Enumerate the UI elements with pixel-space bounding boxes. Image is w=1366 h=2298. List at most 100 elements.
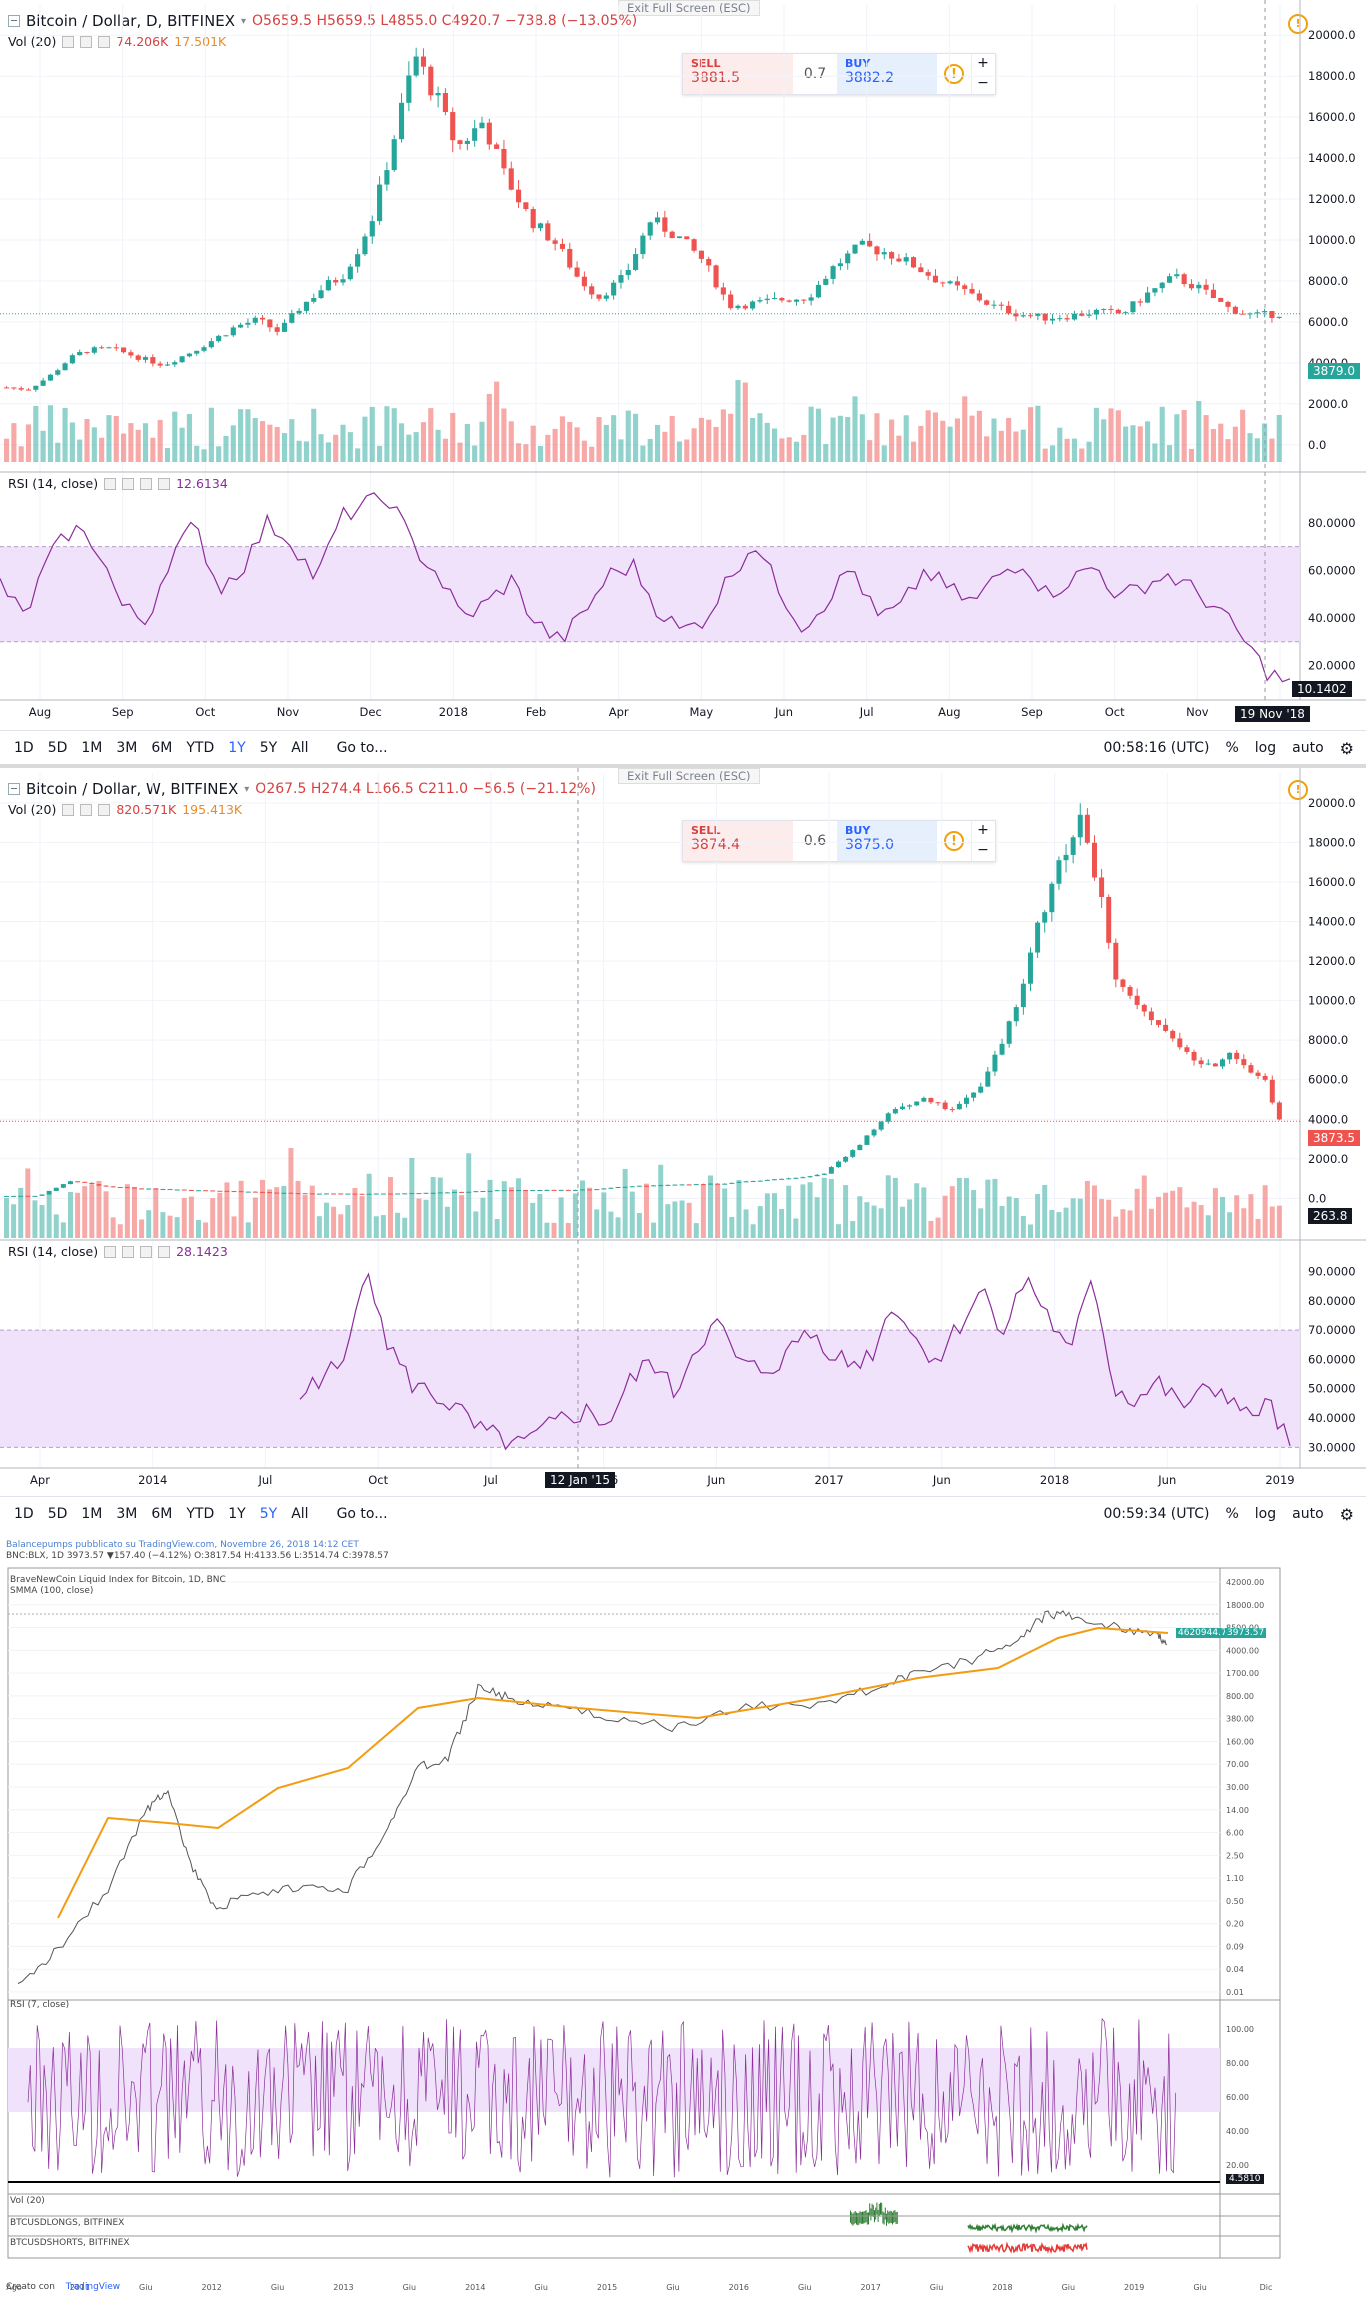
range-1m[interactable]: 1M <box>81 740 103 756</box>
candle-body <box>186 353 192 357</box>
chevron-down-icon[interactable]: ▾ <box>240 15 247 27</box>
candle-body <box>640 235 646 255</box>
goto-button[interactable]: Go to... <box>336 740 388 756</box>
volume-bar <box>167 1215 173 1238</box>
range-all[interactable]: All <box>291 740 309 756</box>
plus-icon[interactable]: + <box>977 822 989 838</box>
range-ytd[interactable]: YTD <box>186 740 215 756</box>
volume-bar <box>1049 445 1056 462</box>
volume-bar <box>110 1217 116 1238</box>
settings-icon[interactable] <box>104 1245 117 1258</box>
candle-body <box>962 285 968 289</box>
candle-body <box>722 1183 728 1185</box>
candle-body <box>1227 1052 1233 1060</box>
minus-icon[interactable]: − <box>977 842 989 858</box>
quantity-stepper[interactable]: + − <box>971 54 994 94</box>
close-icon[interactable] <box>98 803 111 816</box>
eye-icon[interactable] <box>122 477 135 490</box>
eye-icon[interactable] <box>80 803 93 816</box>
range-3m[interactable]: 3M <box>116 1506 138 1522</box>
log-toggle[interactable]: log <box>1254 740 1277 756</box>
candle-body <box>18 388 24 390</box>
volume-bar <box>1077 1198 1083 1238</box>
percent-toggle[interactable]: % <box>1225 1506 1239 1522</box>
range-5y[interactable]: 5Y <box>259 740 278 756</box>
settings-icon[interactable] <box>104 477 117 490</box>
exit-fullscreen-button[interactable]: Exit Full Screen (ESC) <box>618 768 760 784</box>
gear-icon[interactable]: ⚙ <box>1339 1504 1354 1524</box>
volume-bar <box>823 444 829 462</box>
volume-bar <box>1013 1198 1019 1238</box>
close-icon[interactable] <box>98 35 111 48</box>
candle-body <box>96 1184 102 1186</box>
alert-icon[interactable]: ! <box>1288 14 1308 34</box>
range-1d[interactable]: 1D <box>14 1506 34 1522</box>
volume-bar <box>594 1209 600 1238</box>
eye-icon[interactable] <box>122 1245 135 1258</box>
candle-body <box>420 56 427 67</box>
log-toggle[interactable]: log <box>1254 1506 1277 1522</box>
volume-label[interactable]: Vol (20) <box>8 34 57 49</box>
range-5y[interactable]: 5Y <box>259 1506 278 1522</box>
candle-body <box>179 356 185 363</box>
range-1y[interactable]: 1Y <box>228 740 246 756</box>
x-tick-label: Jun <box>706 1473 725 1487</box>
candle-body <box>1115 309 1121 314</box>
range-3m[interactable]: 3M <box>116 740 138 756</box>
buy-button[interactable]: BUY 3875.0 <box>837 821 937 861</box>
plus-icon[interactable]: + <box>977 55 989 71</box>
settings-icon[interactable] <box>62 803 75 816</box>
range-ytd[interactable]: YTD <box>186 1506 215 1522</box>
weekly-chart[interactable]: 0.0 2000.0 4000.0 6000.0 8000.0 10000.0 12000.… <box>0 768 1366 1538</box>
info-button[interactable]: ! <box>937 821 971 861</box>
volume-bar <box>949 1186 955 1238</box>
goto-button[interactable]: Go to... <box>336 1506 388 1522</box>
symbol-title[interactable]: Bitcoin / Dollar, D, BITFINEX <box>26 12 235 30</box>
candle-body <box>238 1191 244 1193</box>
range-all[interactable]: All <box>291 1506 309 1522</box>
close-icon[interactable] <box>140 1245 153 1258</box>
daily-chart[interactable]: 0.02000.04000.06000.08000.010000.012000.… <box>0 0 1366 764</box>
crosshair-date-label: 12 Jan '15 <box>545 1472 615 1488</box>
range-5d[interactable]: 5D <box>47 740 68 756</box>
buy-button[interactable]: BUY 3882.2 <box>837 54 937 94</box>
eye-icon[interactable] <box>80 35 93 48</box>
candle-body <box>559 243 566 249</box>
rsi-label[interactable]: RSI (14, close) <box>8 476 99 491</box>
collapse-icon[interactable] <box>8 783 20 795</box>
volume-bar <box>437 1177 443 1238</box>
candle-body <box>1134 995 1140 1005</box>
quantity-stepper[interactable]: + − <box>971 821 994 861</box>
range-6m[interactable]: 6M <box>151 740 173 756</box>
rsi-label[interactable]: RSI (14, close) <box>8 1244 99 1259</box>
range-6m[interactable]: 6M <box>151 1506 173 1522</box>
more-icon[interactable] <box>158 1245 171 1258</box>
more-icon[interactable] <box>158 477 171 490</box>
candle-body <box>544 1189 550 1191</box>
volume-bar <box>1070 1198 1076 1238</box>
rsi-band <box>0 546 1300 642</box>
info-button[interactable]: ! <box>937 54 971 94</box>
exit-fullscreen-button[interactable]: Exit Full Screen (ESC) <box>618 0 760 16</box>
range-1m[interactable]: 1M <box>81 1506 103 1522</box>
range-5d[interactable]: 5D <box>47 1506 68 1522</box>
range-1y[interactable]: 1Y <box>228 1506 246 1522</box>
close-icon[interactable] <box>140 477 153 490</box>
symbol-title[interactable]: Bitcoin / Dollar, W, BITFINEX <box>26 780 239 798</box>
collapse-icon[interactable] <box>8 15 20 27</box>
settings-icon[interactable] <box>62 35 75 48</box>
percent-toggle[interactable]: % <box>1225 740 1239 756</box>
rsi-tick-label: 60.0000 <box>1308 563 1356 577</box>
range-selector: 1D 5D 1M 3M 6M YTD 1Y 5Y All <box>14 740 309 756</box>
candle-body <box>479 122 485 129</box>
auto-toggle[interactable]: auto <box>1292 740 1324 756</box>
volume-label[interactable]: Vol (20) <box>8 802 57 817</box>
gear-icon[interactable]: ⚙ <box>1339 738 1354 758</box>
range-1d[interactable]: 1D <box>14 740 34 756</box>
minus-icon[interactable]: − <box>977 75 989 91</box>
chevron-down-icon[interactable]: ▾ <box>244 783 250 795</box>
volume-bar <box>530 1202 536 1238</box>
sell-button[interactable]: SELL 3874.4 <box>683 821 793 861</box>
auto-toggle[interactable]: auto <box>1292 1506 1324 1522</box>
alert-icon[interactable]: ! <box>1288 780 1308 800</box>
